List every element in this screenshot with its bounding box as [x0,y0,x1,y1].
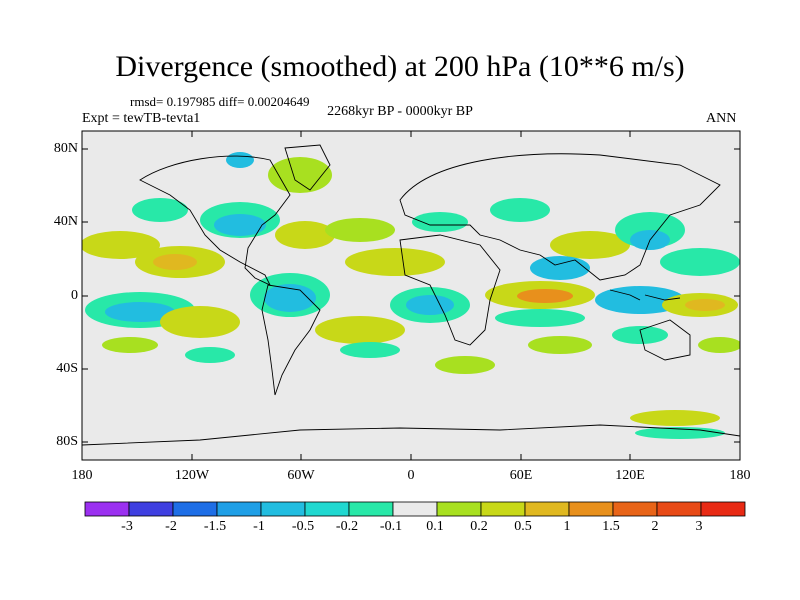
field-patch [82,231,160,259]
colorbar-box [612,501,658,517]
field-patch [406,295,454,315]
colorbar-label: -0.1 [379,519,403,534]
colorbar-box [524,501,570,517]
colorbar-box [260,501,306,517]
colorbar-box [700,501,746,517]
colorbar-box [84,501,130,517]
coast-antarctica [82,424,740,446]
colorbar-label: 0.5 [514,519,532,534]
coast-africa [399,234,501,346]
colorbar-box [304,501,350,517]
period-label: 2268kyr BP - 0000kyr BP [327,104,473,119]
field-patch [517,289,573,303]
colorbar-box [656,501,702,517]
colorbar-box [436,501,482,517]
colorbar-label: 3 [695,519,703,534]
field-patch [698,337,740,353]
coast-europe-asia [399,153,721,281]
field-patch [660,248,740,276]
lat-label-40s: 40S [56,361,78,376]
colorbar-label: -1.5 [203,519,227,534]
colorbar-label: -0.2 [335,519,359,534]
lon-label-180w: 180 [71,468,93,483]
field-patch [153,254,197,270]
field-patch [435,356,495,374]
field-patch [264,284,316,312]
colorbar-box [216,501,262,517]
colorbar-label: -1 [253,519,265,534]
colorbar-label: -0.5 [291,519,315,534]
lon-label-60w: 60W [287,468,315,483]
map-title: Divergence (smoothed) at 200 hPa (10**6 … [115,50,685,83]
colorbar-box [392,501,438,517]
field-patch [315,316,405,344]
coast-maritime-continent [609,289,681,301]
lon-label-60e: 60E [509,468,533,483]
lat-label-0: 0 [71,288,78,303]
coast-australia [639,319,691,361]
field-patch [160,306,240,338]
colorbar-box [568,501,614,517]
field-patch [226,152,254,168]
coast-north-america [139,155,291,286]
field-patch [412,212,468,232]
field-patch [630,410,720,426]
field-patch [275,221,335,249]
colorbar-box [480,501,526,517]
axis-ticks [81,131,741,460]
colorbar-box [348,501,394,517]
divergence-field [82,152,740,439]
field-patch [528,336,592,354]
experiment-label: Expt = tewTB-tevta1 [82,111,201,126]
lat-label-40n: 40N [53,214,78,229]
colorbar-label: 2 [651,519,659,534]
lon-label-180e: 180 [729,468,751,483]
field-patch [214,214,266,236]
colorbar-box [128,501,174,517]
lat-label-80s: 80S [56,434,78,449]
colorbar-box [172,501,218,517]
field-patch [102,337,158,353]
lon-label-120e: 120E [615,468,645,483]
field-patch [612,326,668,344]
colorbar-label: -2 [165,519,177,534]
lon-label-0: 0 [407,468,415,483]
lat-label-80n: 80N [53,141,78,156]
colorbar-label: 1.5 [602,519,620,534]
field-patch [345,248,445,276]
field-patch [105,302,175,322]
field-patch [132,198,188,222]
season-label: ANN [706,111,737,126]
field-patch [495,309,585,327]
field-patch [685,299,725,311]
coast-greenland [284,144,331,191]
lon-label-120w: 120W [174,468,210,483]
field-patch [325,218,395,242]
colorbar [84,501,746,517]
colorbar-label: 1 [563,519,571,534]
stats-text: rmsd= 0.197985 diff= 0.00204649 [130,94,310,109]
coast-south-america [261,284,321,396]
field-patch [340,342,400,358]
field-patch [185,347,235,363]
field-patch [490,198,550,222]
colorbar-label: 0.1 [426,519,444,534]
colorbar-label: 0.2 [470,519,488,534]
field-patch [550,231,630,259]
coastlines [82,144,740,446]
colorbar-label: -3 [121,519,133,534]
field-patch [530,256,590,280]
